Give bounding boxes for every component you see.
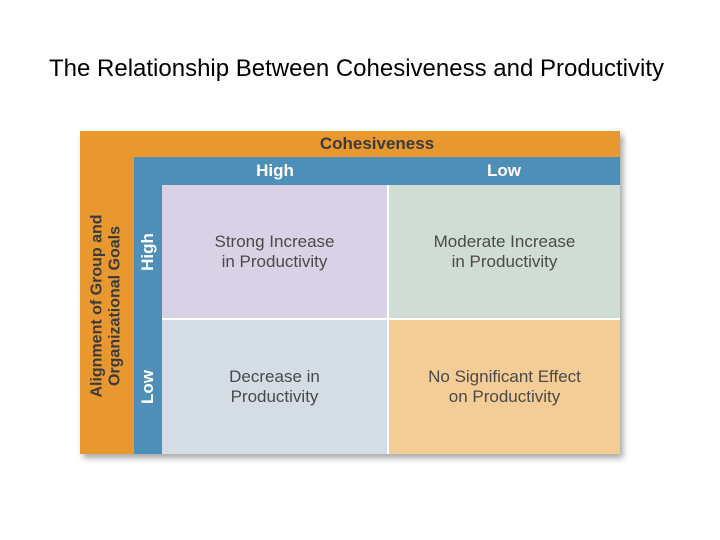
cell-text-moderate-increase: Moderate Increase in Productivity <box>433 231 576 271</box>
cell-low-alignment-high-cohesiveness: Decrease in Productivity <box>162 320 389 454</box>
cell-high-alignment-high-cohesiveness: Strong Increase in Productivity <box>162 185 389 320</box>
alignment-axis-band <box>80 131 134 454</box>
cell-low-alignment-low-cohesiveness: No Significant Effect on Productivity <box>389 320 620 454</box>
row-label-high-text: High <box>138 233 157 271</box>
row-label-low-text: Low <box>138 369 157 404</box>
cohesiveness-axis-label: Cohesiveness <box>319 134 435 153</box>
column-label-high: High <box>256 161 294 180</box>
cell-text-decrease: Decrease in Productivity <box>229 367 320 406</box>
cohesiveness-axis-band <box>80 131 620 157</box>
alignment-axis-label-line1: Alignment of Group and <box>89 213 106 398</box>
row-label-high: High <box>134 185 162 319</box>
cell-text-strong-increase: Strong Increase in Productivity <box>214 231 335 271</box>
slide-title: The Relationship Between Cohesiveness an… <box>49 55 665 82</box>
cell-high-alignment-low-cohesiveness: Moderate Increase in Productivity <box>389 185 620 320</box>
alignment-axis-label-line2: Organizational Goals <box>107 225 124 386</box>
cell-text-no-significant-effect: No Significant Effect on Productivity <box>428 367 581 406</box>
column-header-band <box>134 157 620 185</box>
cohesiveness-productivity-matrix: Cohesiveness High Low Alignment of Group… <box>80 131 620 454</box>
row-label-low: Low <box>134 319 162 454</box>
alignment-axis-label: Alignment of Group and Organizational Go… <box>80 157 134 454</box>
column-label-low: Low <box>487 161 521 180</box>
row-header-band <box>134 157 162 454</box>
